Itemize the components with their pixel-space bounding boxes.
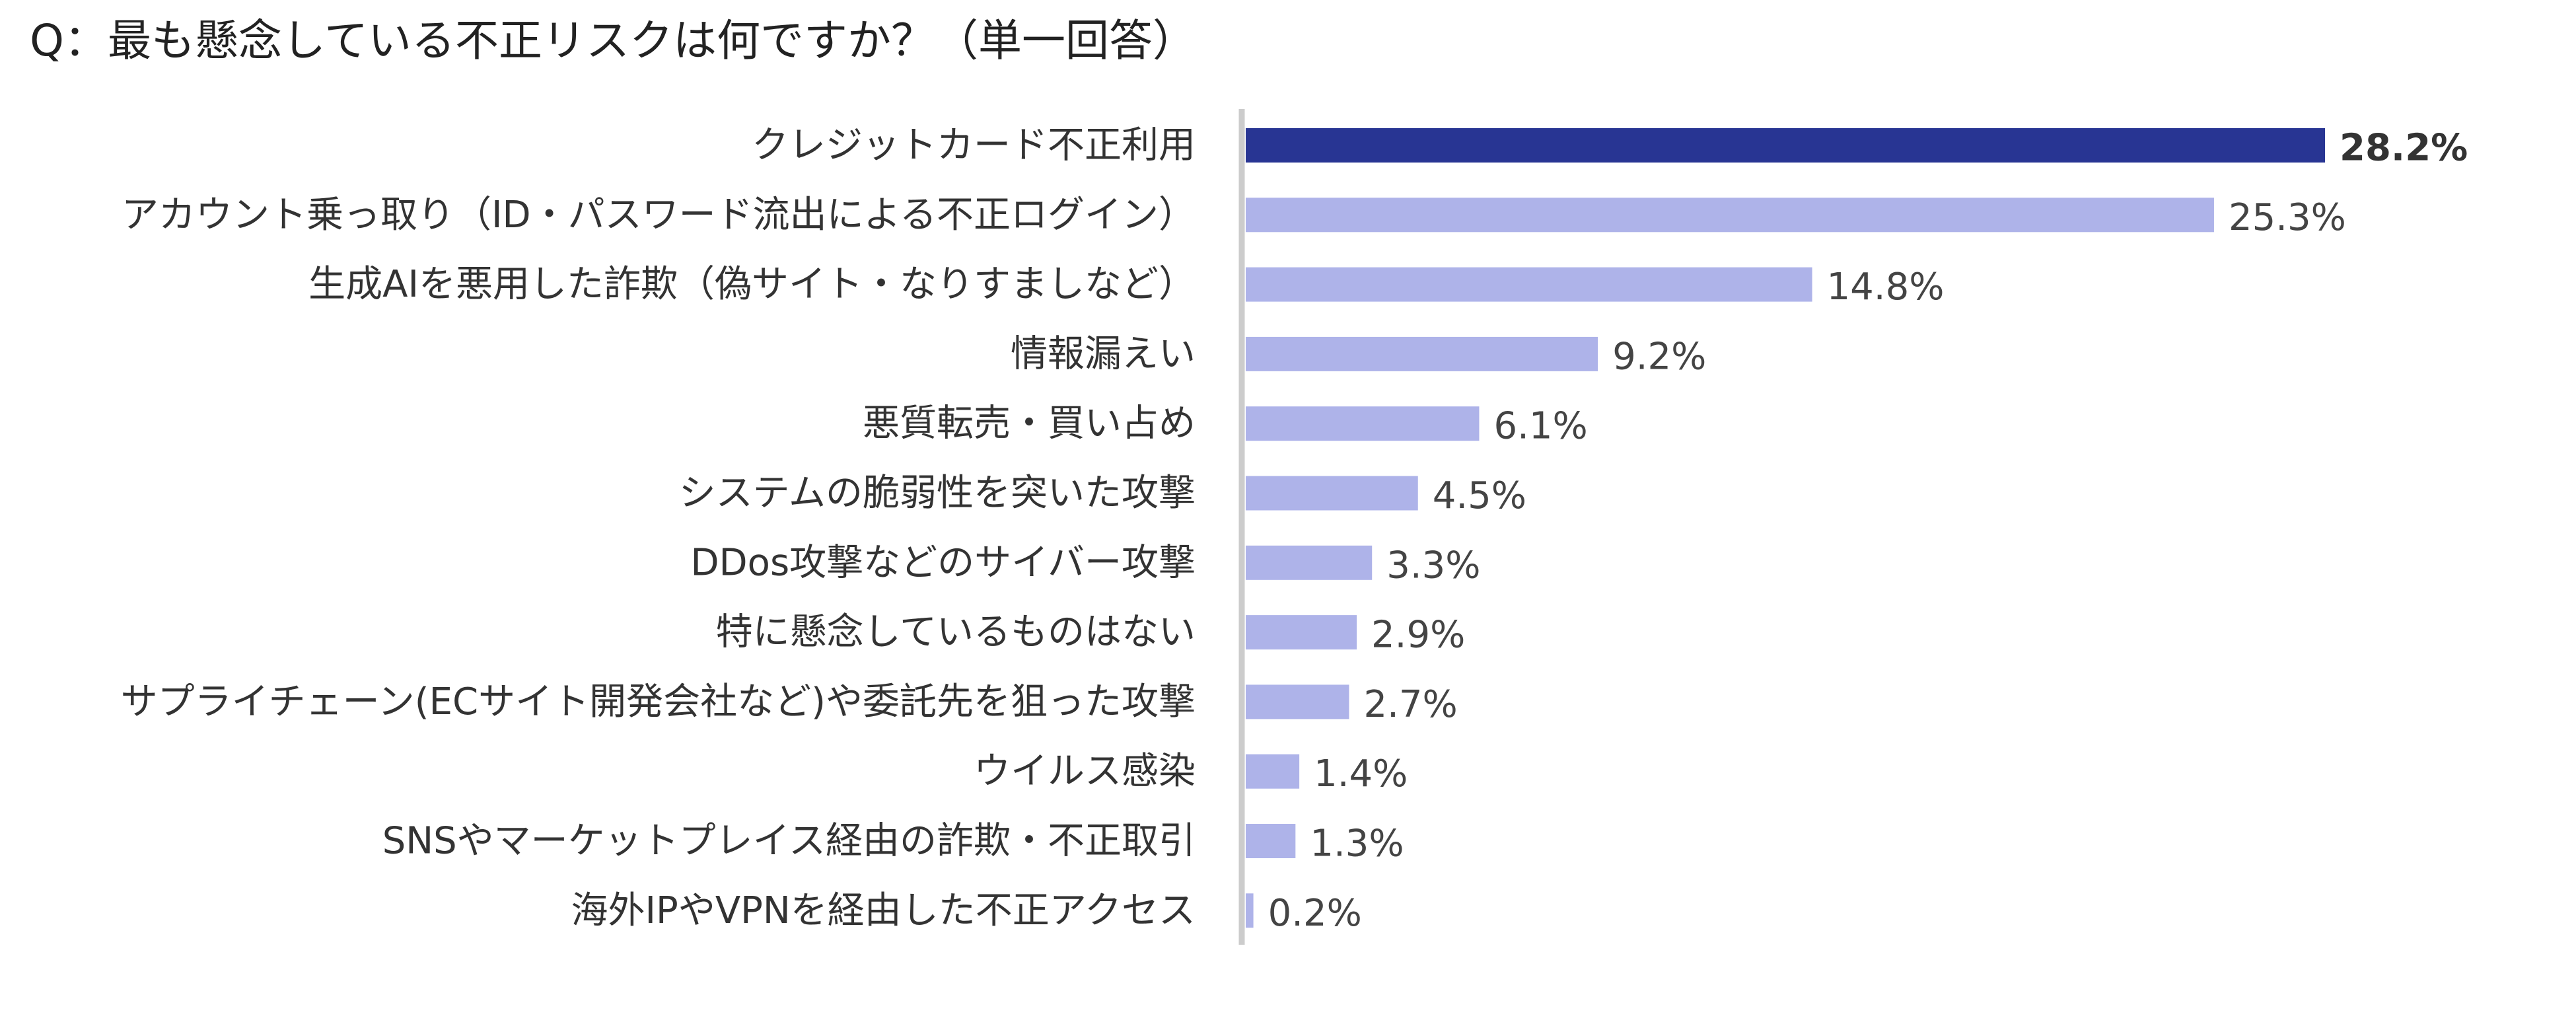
value-label: 14.8% — [1827, 266, 1945, 309]
category-label: アカウント乗っ取り（ID・パスワード流出による不正ログイン） — [122, 194, 1196, 237]
bar-2 — [1246, 198, 2214, 233]
value-label: 1.3% — [1310, 823, 1404, 865]
bar-4 — [1246, 336, 1598, 371]
bar-1 — [1246, 128, 2325, 163]
value-label: 6.1% — [1493, 405, 1587, 448]
value-label: 28.2% — [2340, 127, 2468, 170]
category-label: 特に懸念しているものはない — [716, 611, 1196, 654]
value-label: 0.2% — [1268, 892, 1362, 935]
category-label: 海外IPやVPNを経由した不正アクセス — [571, 889, 1196, 932]
category-label: 情報漏えい — [1011, 332, 1196, 375]
category-label: クレジットカード不正利用 — [752, 124, 1196, 167]
bar-9 — [1246, 684, 1349, 719]
category-label: 生成AIを悪用した詐欺（偽サイト・なりすましなど） — [308, 263, 1196, 306]
bar-5 — [1246, 406, 1480, 441]
value-label: 25.3% — [2229, 196, 2346, 239]
category-label: ウイルス感染 — [974, 750, 1196, 793]
value-label: 4.5% — [1433, 474, 1526, 517]
bar-6 — [1246, 476, 1418, 511]
bars-layer: クレジットカード不正利用 28.2% アカウント乗っ取り（ID・パスワード流出による… — [121, 124, 2468, 935]
value-label: 2.9% — [1371, 614, 1465, 657]
category-label: システムの脆弱性を突いた攻撃 — [679, 472, 1196, 515]
bar-10 — [1246, 754, 1300, 789]
value-label: 3.3% — [1386, 544, 1480, 587]
bar-12 — [1246, 893, 1254, 928]
category-label: サプライチェーン(ECサイト開発会社など)や委託先を狙った攻撃 — [121, 680, 1196, 723]
bar-7 — [1246, 545, 1373, 580]
category-label: DDos攻撃などのサイバー攻撃 — [690, 541, 1196, 584]
value-label: 9.2% — [1612, 335, 1706, 378]
bar-11 — [1246, 824, 1296, 858]
value-label: 2.7% — [1363, 683, 1457, 726]
chart-title: Q：最も懸念している不正リスクは何ですか？（単一回答） — [30, 15, 1196, 66]
value-label: 1.4% — [1314, 752, 1408, 795]
bar-8 — [1246, 615, 1357, 650]
category-label: 悪質転売・買い占め — [863, 402, 1196, 445]
bar-3 — [1246, 267, 1812, 302]
category-label: SNSやマーケットプレイス経由の詐欺・不正取引 — [382, 820, 1196, 863]
